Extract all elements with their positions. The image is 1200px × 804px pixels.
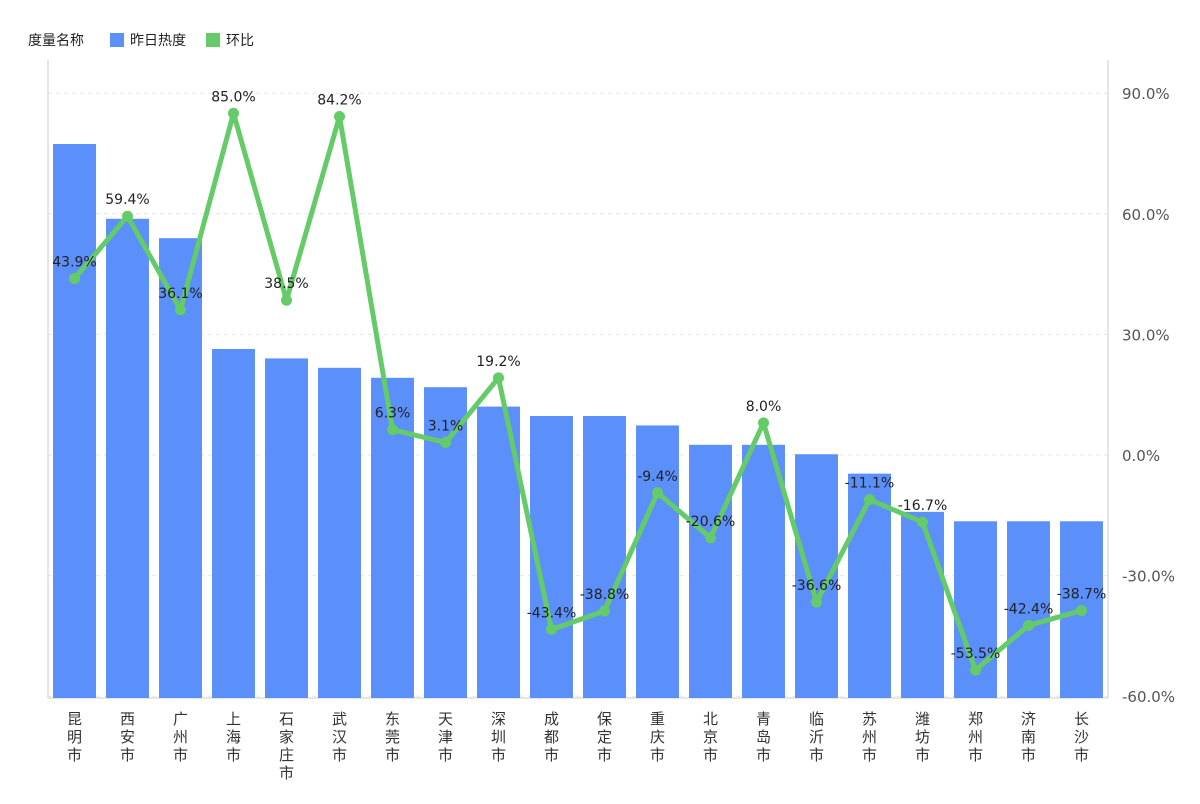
- line-point: [705, 532, 716, 544]
- line-point: [970, 664, 981, 676]
- x-axis-tick-label: 石家庄市: [279, 710, 294, 782]
- line-point: [1076, 605, 1087, 617]
- y-axis-tick-label: 0.0%: [1122, 447, 1160, 465]
- bar: [212, 348, 255, 698]
- data-label: -42.4%: [1004, 601, 1054, 617]
- legend-item-line[interactable]: 环比: [206, 30, 254, 50]
- x-axis-tick-label: 广州市: [173, 710, 188, 764]
- legend-label-line: 环比: [226, 33, 254, 49]
- data-label: 84.2%: [317, 93, 361, 109]
- line-point: [1023, 619, 1034, 631]
- bar: [318, 367, 361, 698]
- data-label: -9.4%: [637, 469, 678, 485]
- data-label: 3.1%: [428, 419, 464, 435]
- bar: [53, 144, 96, 698]
- y-axis-tick-label: -30.0%: [1122, 568, 1175, 586]
- x-axis-tick-label: 昆明市: [67, 710, 82, 764]
- line-point: [440, 437, 451, 449]
- x-axis-tick-label: 西安市: [120, 710, 135, 764]
- x-axis-tick-label: 成都市: [544, 710, 559, 764]
- line-point: [758, 417, 769, 429]
- bar: [689, 444, 732, 698]
- line-point: [917, 516, 928, 528]
- line-point: [387, 424, 398, 436]
- line-point: [599, 605, 610, 617]
- data-label: 59.4%: [105, 192, 149, 208]
- legend-item-bars[interactable]: 昨日热度: [110, 30, 186, 50]
- x-axis-tick-label: 郑州市: [968, 710, 983, 764]
- x-axis-tick-label: 潍坊市: [915, 710, 930, 764]
- y-axis-tick-label: 60.0%: [1122, 206, 1170, 224]
- x-axis-tick-label: 长沙市: [1074, 710, 1089, 764]
- data-label: -38.7%: [1057, 587, 1107, 603]
- line-point: [69, 273, 80, 285]
- legend: 度量名称 昨日热度 环比: [28, 30, 274, 50]
- x-axis-tick-label: 深圳市: [491, 710, 506, 764]
- line-point: [546, 623, 557, 635]
- bar: [901, 511, 944, 698]
- line-point: [811, 596, 822, 608]
- y-axis-tick-label: -60.0%: [1122, 688, 1175, 706]
- line-point: [122, 210, 133, 222]
- line-point: [175, 304, 186, 316]
- data-label: -43.4%: [527, 605, 577, 621]
- legend-swatch-line: [206, 33, 220, 47]
- legend-swatch-bars: [110, 33, 124, 47]
- data-label: -36.6%: [792, 578, 842, 594]
- x-axis-tick-label: 保定市: [597, 710, 612, 764]
- line-point: [493, 372, 504, 384]
- data-label: 36.1%: [158, 286, 202, 302]
- bar: [106, 218, 149, 699]
- x-axis-tick-label: 北京市: [703, 710, 718, 764]
- x-axis-tick-label: 上海市: [226, 710, 241, 764]
- bar: [583, 416, 626, 698]
- line-point: [228, 107, 239, 119]
- line-point: [281, 294, 292, 306]
- bar: [742, 444, 785, 698]
- data-label: 85.0%: [211, 89, 255, 105]
- legend-label-bars: 昨日热度: [130, 33, 186, 49]
- bar: [636, 425, 679, 698]
- y-axis-tick-label: 90.0%: [1122, 85, 1170, 103]
- data-label: 6.3%: [375, 406, 411, 422]
- x-axis-tick-label: 临沂市: [809, 710, 824, 764]
- x-axis-tick-label: 天津市: [438, 710, 453, 764]
- legend-title: 度量名称: [28, 33, 84, 49]
- data-label: -53.5%: [951, 646, 1001, 662]
- line-series: [72, 110, 1083, 673]
- data-label: -11.1%: [845, 476, 895, 492]
- line-point: [864, 494, 875, 506]
- x-axis-tick-label: 东莞市: [385, 710, 400, 764]
- bar: [265, 358, 308, 698]
- data-label: 43.9%: [52, 255, 96, 271]
- data-label: -16.7%: [898, 498, 948, 514]
- data-label: -20.6%: [686, 514, 736, 530]
- x-axis-tick-label: 济南市: [1021, 710, 1036, 764]
- y-axis-tick-label: 30.0%: [1122, 326, 1170, 344]
- data-label: 38.5%: [264, 276, 308, 292]
- data-label: -38.8%: [580, 587, 630, 603]
- line-point: [334, 111, 345, 123]
- bar: [848, 473, 891, 698]
- data-label: 19.2%: [476, 354, 520, 370]
- x-axis-tick-label: 青岛市: [756, 710, 771, 764]
- x-axis-tick-label: 重庆市: [650, 710, 665, 764]
- x-axis-tick-label: 武汉市: [332, 710, 347, 764]
- bar: [1007, 521, 1050, 698]
- data-label: 8.0%: [746, 399, 782, 415]
- x-axis-tick-label: 苏州市: [862, 710, 877, 764]
- line-point: [652, 487, 663, 499]
